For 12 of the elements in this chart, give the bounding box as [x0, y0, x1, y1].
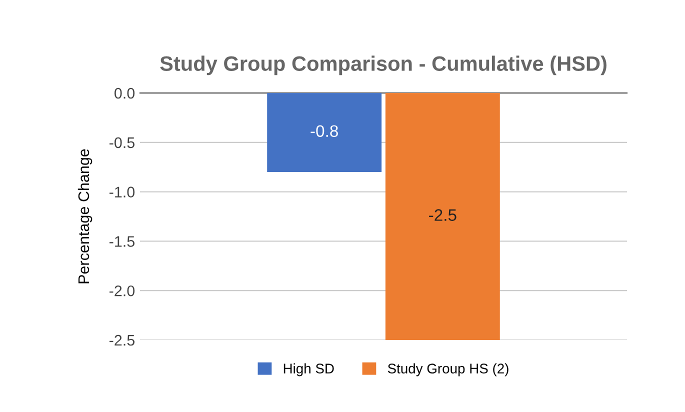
y-tick-label: -2.0: [109, 285, 135, 296]
chart-title: Study Group Comparison - Cumulative (HSD): [160, 56, 606, 76]
legend-label: Study Group HS (2): [388, 363, 508, 376]
y-tick-label: 0.0: [114, 88, 135, 99]
data-label: -2.5: [429, 209, 456, 221]
y-tick-label: -1.5: [109, 236, 134, 247]
legend-label: High SD: [284, 363, 334, 376]
y-axis-title: Percentage Change: [78, 149, 92, 284]
data-label: -0.8: [310, 125, 338, 137]
y-tick-label: -2.5: [109, 334, 134, 346]
y-tick-label: -0.5: [109, 137, 134, 148]
y-tick-label: -1.0: [109, 186, 135, 198]
